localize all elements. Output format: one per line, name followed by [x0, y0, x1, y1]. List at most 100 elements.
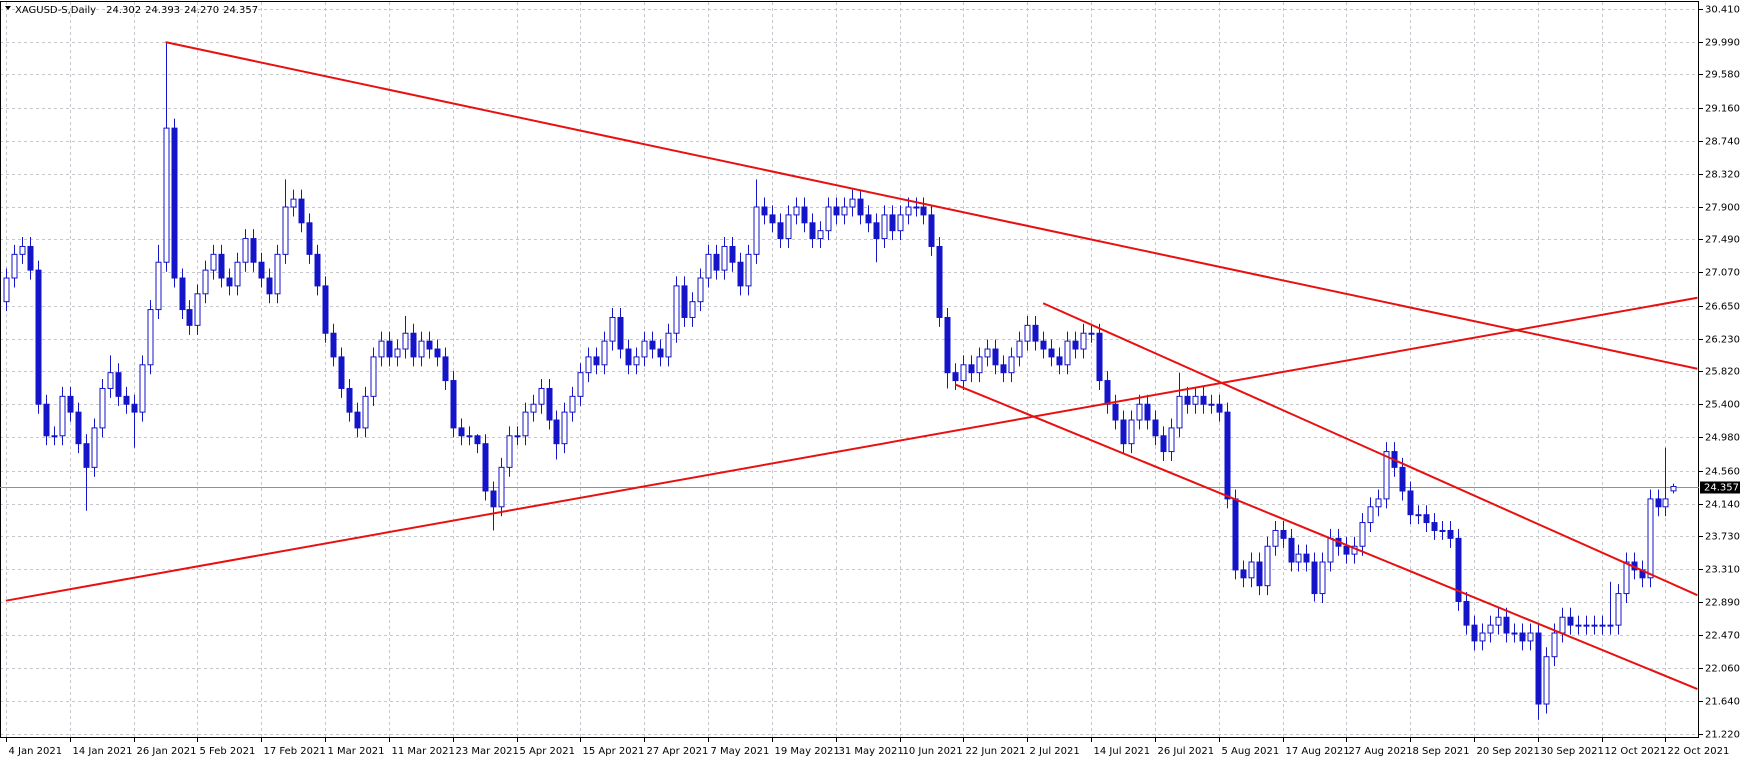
candle-body [402, 332, 409, 350]
candle-body [737, 261, 744, 287]
candle-body [617, 316, 624, 350]
candle-body [338, 356, 345, 389]
x-tick-label: 27 Apr 2021 [647, 746, 709, 757]
candle-body [553, 419, 560, 445]
candle-body [466, 435, 473, 438]
candle-body [1112, 403, 1119, 421]
candle-body [1160, 435, 1167, 453]
candle-body [1615, 593, 1622, 626]
candle-body [897, 214, 904, 232]
y-tick-label: 21.640 [1705, 697, 1740, 708]
trend-line [5, 296, 1698, 602]
x-tick-label: 1 Mar 2021 [328, 746, 385, 757]
candle-body [346, 387, 353, 413]
candle-body [665, 332, 672, 358]
candle-body [649, 340, 656, 350]
x-tick-label: 17 Aug 2021 [1286, 746, 1350, 757]
candle-body [1319, 561, 1326, 595]
candle-body [35, 269, 42, 405]
candle-body [1367, 506, 1374, 524]
candle-body [147, 309, 154, 366]
candle-body [809, 222, 816, 240]
candle-body [386, 340, 393, 358]
y-tick-label: 26.650 [1705, 302, 1740, 313]
candle-body [1184, 395, 1191, 405]
candle-body [785, 214, 792, 240]
candle-body [1120, 419, 1127, 445]
candle-body [1096, 332, 1103, 382]
candle-body [1311, 561, 1318, 595]
candle-body [825, 206, 832, 232]
candle-body [378, 340, 385, 358]
candle-body [1583, 624, 1590, 627]
candle-body [1519, 632, 1526, 642]
candle-body [960, 364, 967, 382]
candle-body [1647, 498, 1654, 579]
candle-body [984, 348, 991, 358]
candle-body [450, 380, 457, 429]
x-tick-label: 14 Jul 2021 [1094, 746, 1151, 757]
candle-body [1104, 380, 1111, 405]
x-tick-label: 30 Sep 2021 [1541, 746, 1604, 757]
candle-body [83, 443, 90, 468]
candle-body [753, 206, 760, 255]
candle-body [793, 206, 800, 216]
candle-body [1567, 616, 1574, 626]
x-tick-label: 26 Jan 2021 [137, 746, 197, 757]
candle-body [330, 332, 337, 358]
candle-body [1008, 356, 1015, 374]
candle-body [1487, 624, 1494, 634]
candle-body [1280, 529, 1287, 539]
x-tick-label: 11 Mar 2021 [392, 746, 455, 757]
candle-body [1000, 364, 1007, 374]
candle-body [314, 253, 321, 287]
candle-body [1048, 348, 1055, 358]
y-tick-label: 29.580 [1705, 70, 1740, 81]
candle-body [306, 222, 313, 255]
candle-body [1176, 395, 1183, 429]
candle-body [1591, 624, 1598, 627]
y-tick-label: 27.900 [1705, 203, 1740, 214]
candle-body [514, 435, 521, 438]
candle-body [1208, 403, 1215, 406]
candle-body [593, 356, 600, 366]
candle-body [1359, 522, 1366, 547]
candle-body [115, 372, 122, 397]
candle-body [258, 261, 265, 279]
candle-body [19, 245, 26, 255]
candle-body [625, 348, 632, 366]
x-tick-label: 26 Jul 2021 [1158, 746, 1215, 757]
candle-body [1072, 340, 1079, 350]
candle-body [498, 466, 505, 508]
candle-body [131, 403, 138, 413]
candle-body [1543, 656, 1550, 705]
candle-body [506, 435, 513, 468]
y-tick-label: 29.990 [1705, 38, 1740, 49]
candle-body [458, 427, 465, 437]
x-tick-label: 14 Jan 2021 [73, 746, 133, 757]
candle-body [1240, 569, 1247, 579]
y-tick-label: 30.410 [1705, 5, 1740, 16]
candle-body [186, 309, 193, 326]
chart-title: XAGUSD-S,Daily [15, 5, 96, 16]
candle-body [936, 245, 943, 318]
candle-body [1216, 403, 1223, 413]
quote-low: 24.270 [184, 5, 219, 16]
candle-body [51, 435, 58, 438]
candle-body [633, 356, 640, 366]
candle-body [210, 253, 217, 271]
candle-body [322, 285, 329, 334]
candle-body [713, 253, 720, 271]
candle-body [1224, 411, 1231, 500]
y-tick-label: 28.320 [1705, 170, 1740, 181]
candle-body [1327, 537, 1334, 563]
candle-body [482, 443, 489, 492]
candle-body [1200, 395, 1207, 405]
quote-high: 24.393 [145, 5, 180, 16]
candle-body [179, 277, 186, 311]
candle-body [139, 364, 146, 413]
price-tag [1700, 481, 1740, 494]
candle-body [976, 356, 983, 374]
y-tick-label: 22.470 [1705, 631, 1740, 642]
candle-body [242, 238, 249, 263]
